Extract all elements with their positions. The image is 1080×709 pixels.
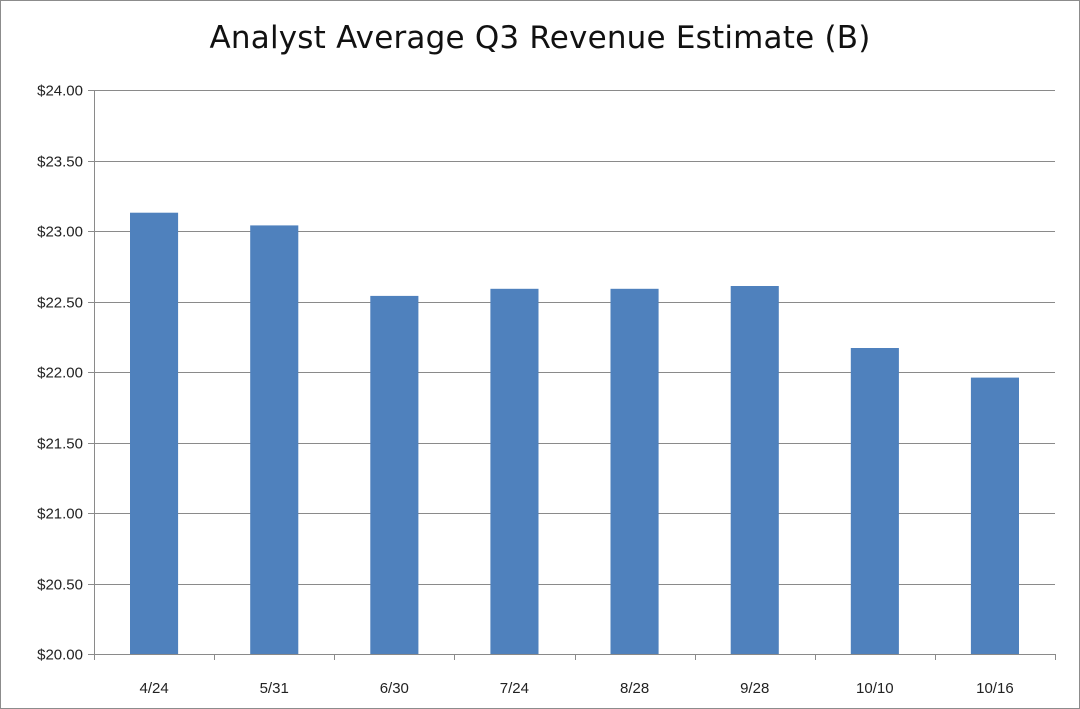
bar-10-16 [970, 377, 1019, 654]
y-tick-label: $23.00 [37, 224, 83, 241]
y-tick-label: $23.50 [37, 154, 83, 171]
gridlines [94, 90, 1055, 585]
bar-9-28 [730, 286, 779, 654]
x-tick-label: 4/24 [139, 680, 168, 697]
bar-5-31 [250, 225, 299, 654]
tick-labels: $20.00 $20.50 $21.00 $21.50 $22.00 $22.50 $23.… [37, 83, 1014, 698]
x-tick-label: 5/31 [260, 680, 289, 697]
chart-title: Analyst Average Q3 Revenue Estimate (B) [209, 20, 871, 56]
x-tick-label: 7/24 [500, 680, 529, 697]
x-tick-label: 10/10 [856, 680, 894, 697]
y-tick-label: $22.00 [37, 365, 83, 382]
x-tick-label: 10/16 [976, 680, 1014, 697]
bars [130, 212, 1019, 654]
axes [88, 90, 1056, 660]
y-tick-label: $20.00 [37, 647, 83, 664]
x-tick-label: 8/28 [620, 680, 649, 697]
y-tick-label: $21.00 [37, 506, 83, 523]
bar-6-30 [370, 295, 419, 654]
x-tick-label: 6/30 [380, 680, 409, 697]
bar-7-24 [490, 288, 539, 654]
bar-8-28 [610, 288, 659, 654]
y-tick-label: $22.50 [37, 295, 83, 312]
bar-10-10 [850, 348, 899, 654]
x-tick-label: 9/28 [740, 680, 769, 697]
y-tick-label: $21.50 [37, 436, 83, 453]
y-tick-label: $24.00 [37, 83, 83, 100]
bar-4-24 [130, 212, 179, 654]
y-tick-label: $20.50 [37, 577, 83, 594]
